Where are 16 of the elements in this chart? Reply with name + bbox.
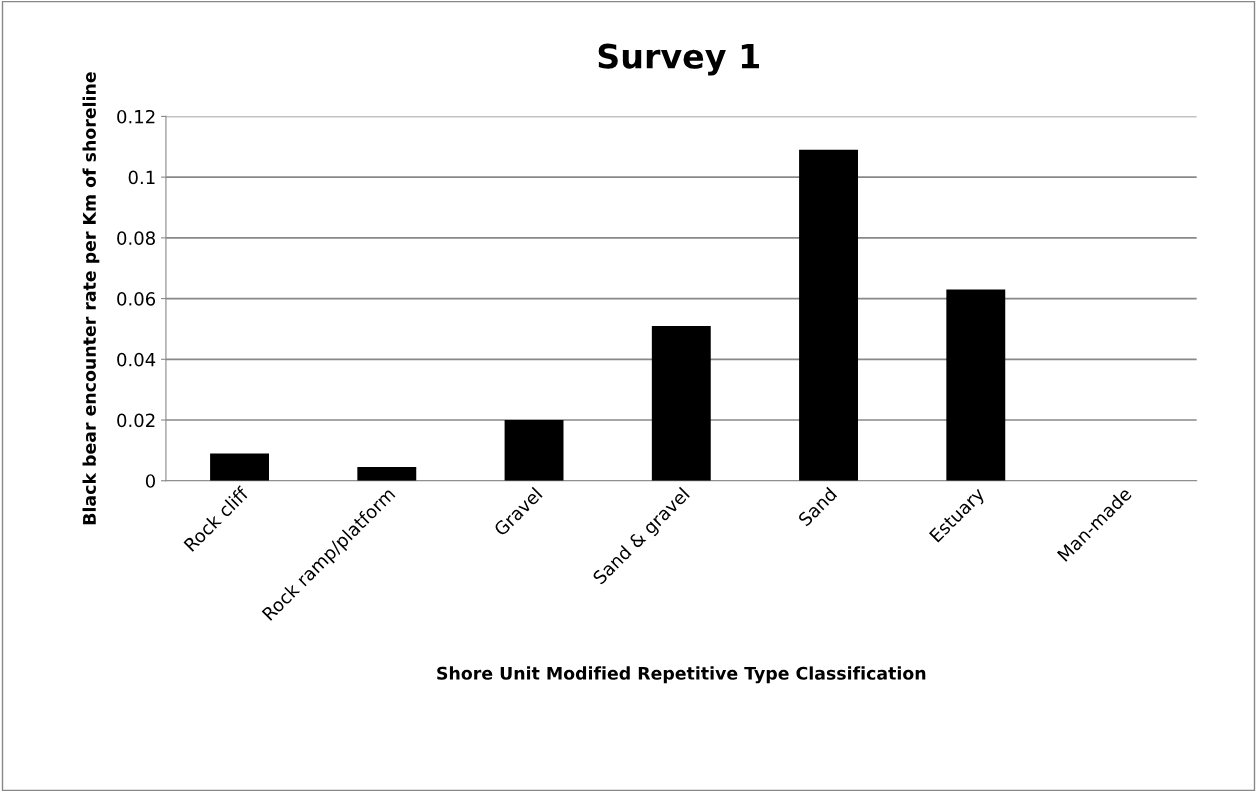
y-axis-title: Black bear encounter rate per Km of shoreline [82, 72, 100, 525]
bar [357, 467, 417, 481]
y-tick-label: 0.02 [117, 413, 155, 428]
bar [651, 325, 711, 481]
y-tick-label: 0.12 [117, 109, 155, 124]
y-tick-label: 0.08 [117, 231, 155, 245]
y-tick-label: 0.04 [117, 352, 156, 367]
bar [946, 289, 1006, 481]
bar [504, 420, 564, 481]
y-tick-label: 0.1 [128, 170, 155, 185]
bar [210, 453, 269, 481]
y-tick-label: 0.06 [117, 292, 156, 306]
bar [799, 149, 858, 481]
y-tick-label: 0 [145, 474, 155, 488]
chart-title: Survey 1 [598, 43, 760, 76]
x-axis-title: Shore Unit Modified Repetitive Type Classification [437, 666, 926, 684]
